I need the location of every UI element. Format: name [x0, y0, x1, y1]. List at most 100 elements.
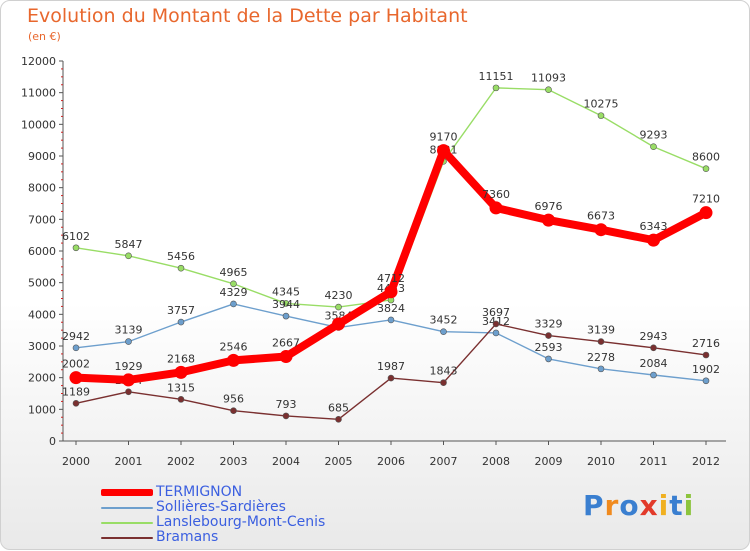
data-point-sollieres-sardieres: [440, 328, 447, 335]
data-label-bramans: 3329: [535, 318, 563, 331]
data-point-termignon: [69, 371, 83, 385]
data-point-lanslebourg-mont-cenis: [335, 303, 342, 311]
data-label-sollieres-sardieres: 2593: [535, 341, 563, 354]
data-label-bramans: 1189: [62, 385, 90, 398]
data-label-lanslebourg-mont-cenis: 4965: [220, 266, 248, 279]
data-point-sollieres-sardieres: [72, 344, 80, 352]
data-point-termignon: [332, 317, 345, 331]
data-point-termignon: [279, 350, 293, 364]
data-label-termignon: 6673: [587, 210, 615, 223]
data-label-termignon: 2002: [62, 358, 90, 371]
x-tick-label: 2002: [167, 455, 195, 468]
data-label-termignon: 7360: [482, 188, 510, 201]
data-point-bramans: [72, 400, 80, 407]
legend-swatch-sollieres-sardieres: [101, 507, 153, 509]
data-point-bramans: [545, 332, 552, 339]
legend-label-lanslebourg-mont-cenis: Lanslebourg-Mont-Cenis: [156, 514, 326, 530]
data-label-lanslebourg-mont-cenis: 4230: [325, 289, 353, 302]
data-label-sollieres-sardieres: 3824: [377, 302, 405, 315]
data-label-termignon: 9170: [430, 131, 458, 144]
data-point-termignon: [594, 223, 608, 237]
data-point-sollieres-sardieres: [597, 365, 605, 373]
data-point-lanslebourg-mont-cenis: [545, 86, 552, 94]
data-point-termignon: [384, 285, 398, 299]
x-tick-label: 2010: [587, 455, 615, 468]
data-point-termignon: [122, 373, 135, 387]
data-label-termignon: 1929: [115, 360, 143, 373]
data-label-bramans: 685: [328, 401, 349, 414]
data-label-lanslebourg-mont-cenis: 11151: [479, 70, 514, 83]
data-point-sollieres-sardieres: [125, 338, 132, 345]
data-label-sollieres-sardieres: 3139: [115, 324, 143, 337]
legend-label-termignon: TERMIGNON: [156, 484, 243, 500]
data-point-bramans: [492, 320, 500, 328]
data-label-bramans: 3139: [587, 324, 615, 337]
y-tick-label: 1000: [28, 403, 56, 416]
data-label-bramans: 2943: [640, 330, 668, 343]
data-point-lanslebourg-mont-cenis: [492, 84, 500, 92]
legend-swatch-lanslebourg-mont-cenis: [101, 522, 153, 524]
data-point-bramans: [230, 407, 237, 415]
legend: TERMIGNON Sollières-Sardières Lanslebour…: [101, 484, 401, 545]
proxiti-logo: Proxiti: [583, 489, 694, 522]
data-point-termignon: [437, 144, 450, 158]
y-tick-label: 12000: [21, 55, 56, 68]
data-label-termignon: 6343: [640, 220, 668, 233]
data-point-bramans: [440, 379, 447, 386]
data-point-lanslebourg-mont-cenis: [125, 252, 132, 260]
data-label-sollieres-sardieres: 1902: [692, 363, 720, 376]
data-point-lanslebourg-mont-cenis: [597, 112, 605, 119]
data-label-lanslebourg-mont-cenis: 11093: [531, 72, 566, 85]
logo-letter: x: [639, 489, 659, 522]
legend-item-lanslebourg-mont-cenis: Lanslebourg-Mont-Cenis: [101, 514, 401, 530]
y-tick-label: 6000: [28, 245, 56, 258]
logo-letter: P: [583, 489, 605, 522]
data-point-termignon: [174, 365, 188, 379]
legend-label-sollieres-sardieres: Sollières-Sardières: [156, 499, 286, 515]
data-label-termignon: 4712: [377, 272, 405, 285]
data-point-lanslebourg-mont-cenis: [702, 165, 710, 172]
data-point-sollieres-sardieres: [702, 377, 710, 385]
data-label-bramans: 1843: [430, 365, 458, 378]
y-tick-label: 7000: [28, 213, 56, 226]
data-label-lanslebourg-mont-cenis: 9293: [640, 129, 668, 142]
x-tick-label: 2003: [220, 455, 248, 468]
data-label-lanslebourg-mont-cenis: 6102: [62, 230, 90, 243]
legend-item-sollieres-sardieres: Sollières-Sardières: [101, 499, 401, 515]
data-label-lanslebourg-mont-cenis: 5847: [115, 238, 143, 251]
y-tick-label: 8000: [28, 182, 56, 195]
x-tick-label: 2011: [640, 455, 668, 468]
x-tick-label: 2001: [115, 455, 143, 468]
data-label-sollieres-sardieres: 2942: [62, 330, 90, 343]
x-tick-label: 2009: [535, 455, 563, 468]
legend-item-termignon: TERMIGNON: [101, 484, 401, 500]
data-point-sollieres-sardieres: [282, 312, 290, 320]
data-label-termignon: 7210: [692, 193, 720, 206]
data-point-lanslebourg-mont-cenis: [72, 244, 80, 252]
data-point-bramans: [335, 416, 342, 423]
logo-letter: t: [669, 489, 684, 522]
data-point-bramans: [282, 412, 290, 420]
legend-label-bramans: Bramans: [156, 529, 219, 545]
x-tick-label: 2006: [377, 455, 405, 468]
data-label-sollieres-sardieres: 4329: [220, 286, 248, 299]
data-point-bramans: [650, 344, 657, 352]
data-point-termignon: [647, 233, 660, 247]
y-tick-label: 10000: [21, 118, 56, 131]
data-label-termignon: 2667: [272, 337, 300, 350]
data-point-sollieres-sardieres: [177, 318, 185, 326]
y-tick-label: 3000: [28, 340, 56, 353]
data-point-sollieres-sardieres: [650, 371, 657, 379]
data-point-lanslebourg-mont-cenis: [650, 143, 657, 151]
data-label-lanslebourg-mont-cenis: 10275: [584, 98, 619, 111]
data-label-bramans: 1315: [167, 381, 195, 394]
data-point-termignon: [489, 201, 503, 215]
logo-letter: o: [619, 489, 640, 522]
y-tick-label: 5000: [28, 277, 56, 290]
x-tick-label: 2000: [62, 455, 90, 468]
data-point-bramans: [702, 351, 710, 359]
data-point-termignon: [227, 353, 240, 367]
x-tick-label: 2008: [482, 455, 510, 468]
data-point-sollieres-sardieres: [545, 355, 552, 363]
